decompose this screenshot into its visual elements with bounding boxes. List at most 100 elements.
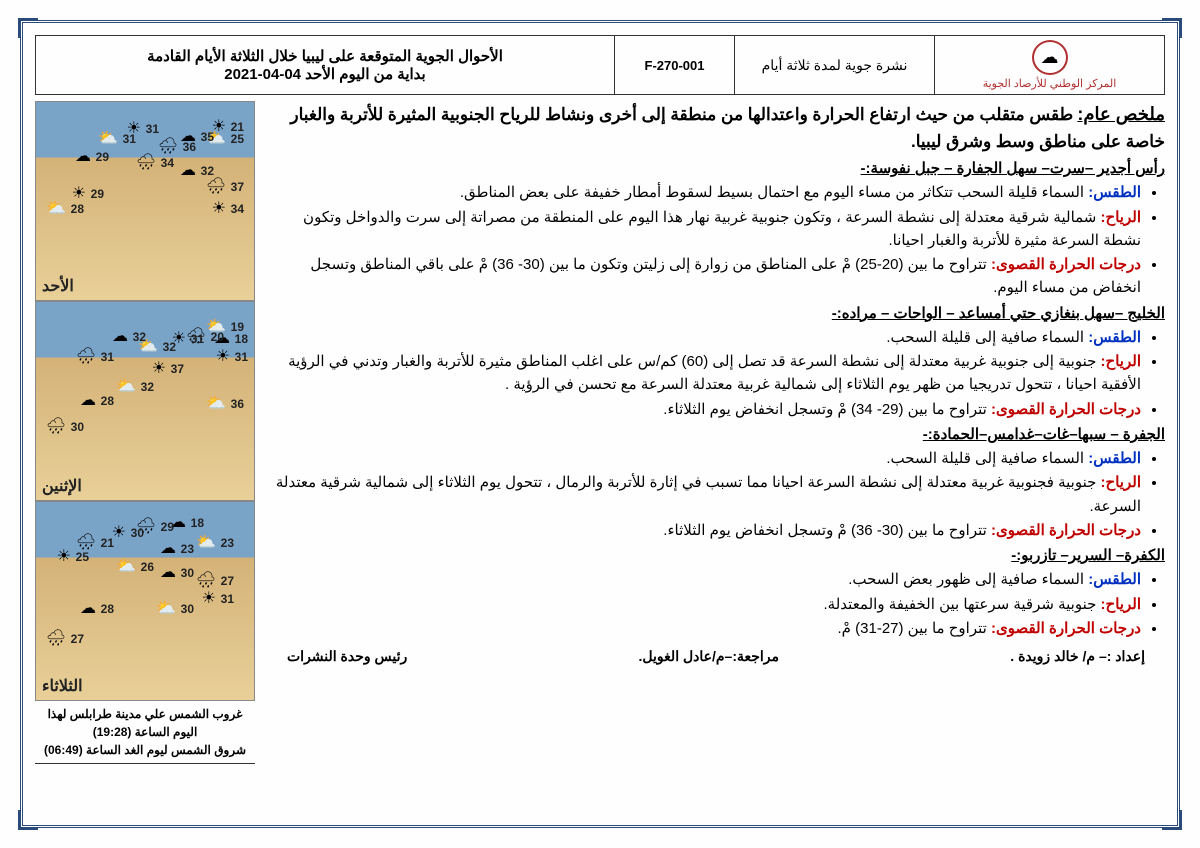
map-temp: 28	[71, 202, 84, 216]
bullet-text: شمالية شرقية معتدلة إلى نشطة السرعة ، وت…	[303, 209, 1141, 249]
bullet-text: جنوبية إلى جنوبية غربية معتدلة إلى نشطة …	[288, 353, 1141, 393]
bullet-label: الطقس:	[1084, 184, 1141, 201]
map-temp: 28	[101, 602, 114, 616]
logo-icon: ☁	[1032, 40, 1068, 75]
weather-icon: ☁	[180, 160, 196, 180]
summary-label: ملخص عام:	[1077, 104, 1165, 124]
bullet-item: درجات الحرارة القصوى: تتراوح ما بين (27-…	[267, 617, 1141, 640]
map-temp: 18	[235, 332, 248, 346]
map-temp: 23	[221, 536, 234, 550]
weather-icon: ☀	[152, 358, 166, 378]
sun-info: غروب الشمس علي مدينة طرابلس لهذا اليوم ا…	[35, 705, 255, 764]
forecast-map: 19⛅18☁20🌧31☀32⛅32☁31🌧37☀32⛅28☁30🌧31☀36⛅ا…	[35, 301, 255, 501]
weather-icon: ⛅	[46, 198, 66, 218]
region-bullets: الطقس: السماء صافية إلى قليلة السحب. الري…	[267, 447, 1165, 542]
bullet-item: الطقس: السماء قليلة السحب تتكاثر من مساء…	[267, 181, 1141, 204]
bullet-label: درجات الحرارة القصوى:	[987, 401, 1141, 418]
bullet-item: درجات الحرارة القصوى: تتراوح ما بين (29-…	[267, 398, 1141, 421]
title-cell: الأحوال الجوية المتوقعة على ليبيا خلال ا…	[36, 36, 614, 94]
sunset-text: غروب الشمس علي مدينة طرابلس لهذا اليوم ا…	[35, 705, 255, 741]
bullet-text: تتراوح ما بين (27-31) مْ.	[838, 620, 987, 637]
bullet-item: الرياح: جنوبية فجنوبية غربية معتدلة إلى …	[267, 471, 1141, 518]
org-cell: ☁ المركز الوطني للأرصاد الجوية	[934, 36, 1164, 94]
weather-icon: ☁	[112, 326, 128, 346]
map-temp: 25	[76, 550, 89, 564]
bullet-label: درجات الحرارة القصوى:	[987, 256, 1141, 273]
map-temp: 25	[231, 132, 244, 146]
content-column: ملخص عام: طقس متقلب من حيث ارتفاع الحرار…	[263, 101, 1165, 801]
map-temp: 30	[131, 526, 144, 540]
weather-icon: 🌧	[76, 532, 96, 552]
map-temp: 27	[71, 632, 84, 646]
weather-icon: ☀	[202, 588, 216, 608]
weather-icon: ☁	[80, 598, 96, 618]
header-table: ☁ المركز الوطني للأرصاد الجوية نشرة جوية…	[35, 35, 1165, 95]
bullet-item: الطقس: السماء صافية إلى ظهور بعض السحب.	[267, 568, 1141, 591]
bullet-text: تتراوح ما بين (29- 34) مْ وتسجل انخفاض ي…	[663, 401, 987, 418]
weather-icon: ☀	[212, 198, 226, 218]
bullet-label: الطقس:	[1084, 450, 1141, 467]
weather-icon: 🌧	[206, 176, 226, 196]
main-area: ملخص عام: طقس متقلب من حيث ارتفاع الحرار…	[35, 101, 1165, 801]
footer-head: رئيس وحدة النشرات	[287, 646, 407, 668]
region-header: الجفرة – سبها–غات–غدامس–الحمادة:-	[267, 423, 1165, 446]
region-bullets: الطقس: السماء صافية إلى قليلة السحب.الري…	[267, 326, 1165, 421]
map-temp: 31	[191, 332, 204, 346]
weather-icon: ☁	[80, 390, 96, 410]
region-header: الخليج –سهل بنغازي حتي أمساعد – الواحات …	[267, 302, 1165, 325]
bullet-item: درجات الحرارة القصوى: تتراوح ما بين (20-…	[267, 253, 1141, 300]
map-temp: 29	[96, 150, 109, 164]
map-day-label: الثلاثاء	[42, 676, 83, 696]
map-temp: 27	[221, 574, 234, 588]
bullet-text: السماء صافية إلى ظهور بعض السحب.	[848, 571, 1084, 588]
sidebar-maps: 21☀25⛅35☁36🌧31☀31⛅29☁34🌧29☀28⛅32☁37🌧34☀ا…	[35, 101, 255, 801]
map-temp: 28	[101, 394, 114, 408]
weather-icon: ⛅	[156, 598, 176, 618]
map-temp: 20	[211, 330, 224, 344]
bullet-label: الطقس:	[1084, 571, 1141, 588]
bullet-item: الرياح: جنوبية إلى جنوبية غربية معتدلة إ…	[267, 350, 1141, 397]
map-temp: 31	[146, 122, 159, 136]
weather-icon: 🌧	[76, 346, 96, 366]
footer-prepared: إعداد :– م/ خالد زويدة .	[1010, 646, 1145, 668]
sunrise-text: شروق الشمس ليوم الغد الساعة (06:49)	[35, 741, 255, 759]
weather-icon: ☀	[216, 346, 230, 366]
bullet-label: درجات الحرارة القصوى:	[987, 522, 1141, 539]
weather-icon: ☁	[160, 538, 176, 558]
map-temp: 37	[231, 180, 244, 194]
region-bullets: الطقس: السماء قليلة السحب تتكاثر من مساء…	[267, 181, 1165, 299]
map-temp: 31	[235, 350, 248, 364]
bullet-text: تتراوح ما بين (30- 36) مْ وتسجل انخفاض ي…	[663, 522, 987, 539]
map-temp: 36	[183, 140, 196, 154]
bullet-text: جنوبية شرقية سرعتها بين الخفيفة والمعتدل…	[824, 596, 1097, 613]
title-line2: بداية من اليوم الأحد 04-04-2021	[147, 65, 503, 83]
weather-icon: ⛅	[206, 393, 226, 413]
bullet-item: درجات الحرارة القصوى: تتراوح ما بين (30-…	[267, 519, 1141, 542]
bullet-label: الرياح:	[1096, 353, 1141, 370]
map-temp: 32	[141, 380, 154, 394]
bulletin-type: نشرة جوية لمدة ثلاثة أيام	[734, 36, 934, 94]
map-temp: 37	[171, 362, 184, 376]
map-temp: 31	[221, 592, 234, 606]
map-temp: 31	[101, 350, 114, 364]
bullet-text: جنوبية فجنوبية غربية معتدلة إلى نشطة الس…	[276, 474, 1141, 514]
weather-icon: ☁	[160, 562, 176, 582]
bullet-label: الطقس:	[1084, 329, 1141, 346]
weather-icon: ☀	[72, 183, 86, 203]
summary-text: طقس متقلب من حيث ارتفاع الحرارة واعتداله…	[290, 105, 1165, 151]
weather-icon: 🌧	[46, 416, 66, 436]
map-temp: 35	[201, 130, 214, 144]
map-temp: 31	[123, 132, 136, 146]
bullet-item: الرياح: شمالية شرقية معتدلة إلى نشطة الس…	[267, 206, 1141, 253]
title-line1: الأحوال الجوية المتوقعة على ليبيا خلال ا…	[147, 47, 503, 65]
map-temp: 29	[91, 187, 104, 201]
weather-icon: 🌧	[158, 136, 178, 156]
map-temp: 30	[181, 602, 194, 616]
map-temp: 30	[181, 566, 194, 580]
weather-icon: 🌧	[196, 570, 216, 590]
bullet-text: السماء صافية إلى قليلة السحب.	[886, 450, 1084, 467]
map-temp: 32	[163, 340, 176, 354]
map-temp: 30	[71, 420, 84, 434]
map-temp: 34	[231, 202, 244, 216]
weather-icon: ⛅	[116, 556, 136, 576]
